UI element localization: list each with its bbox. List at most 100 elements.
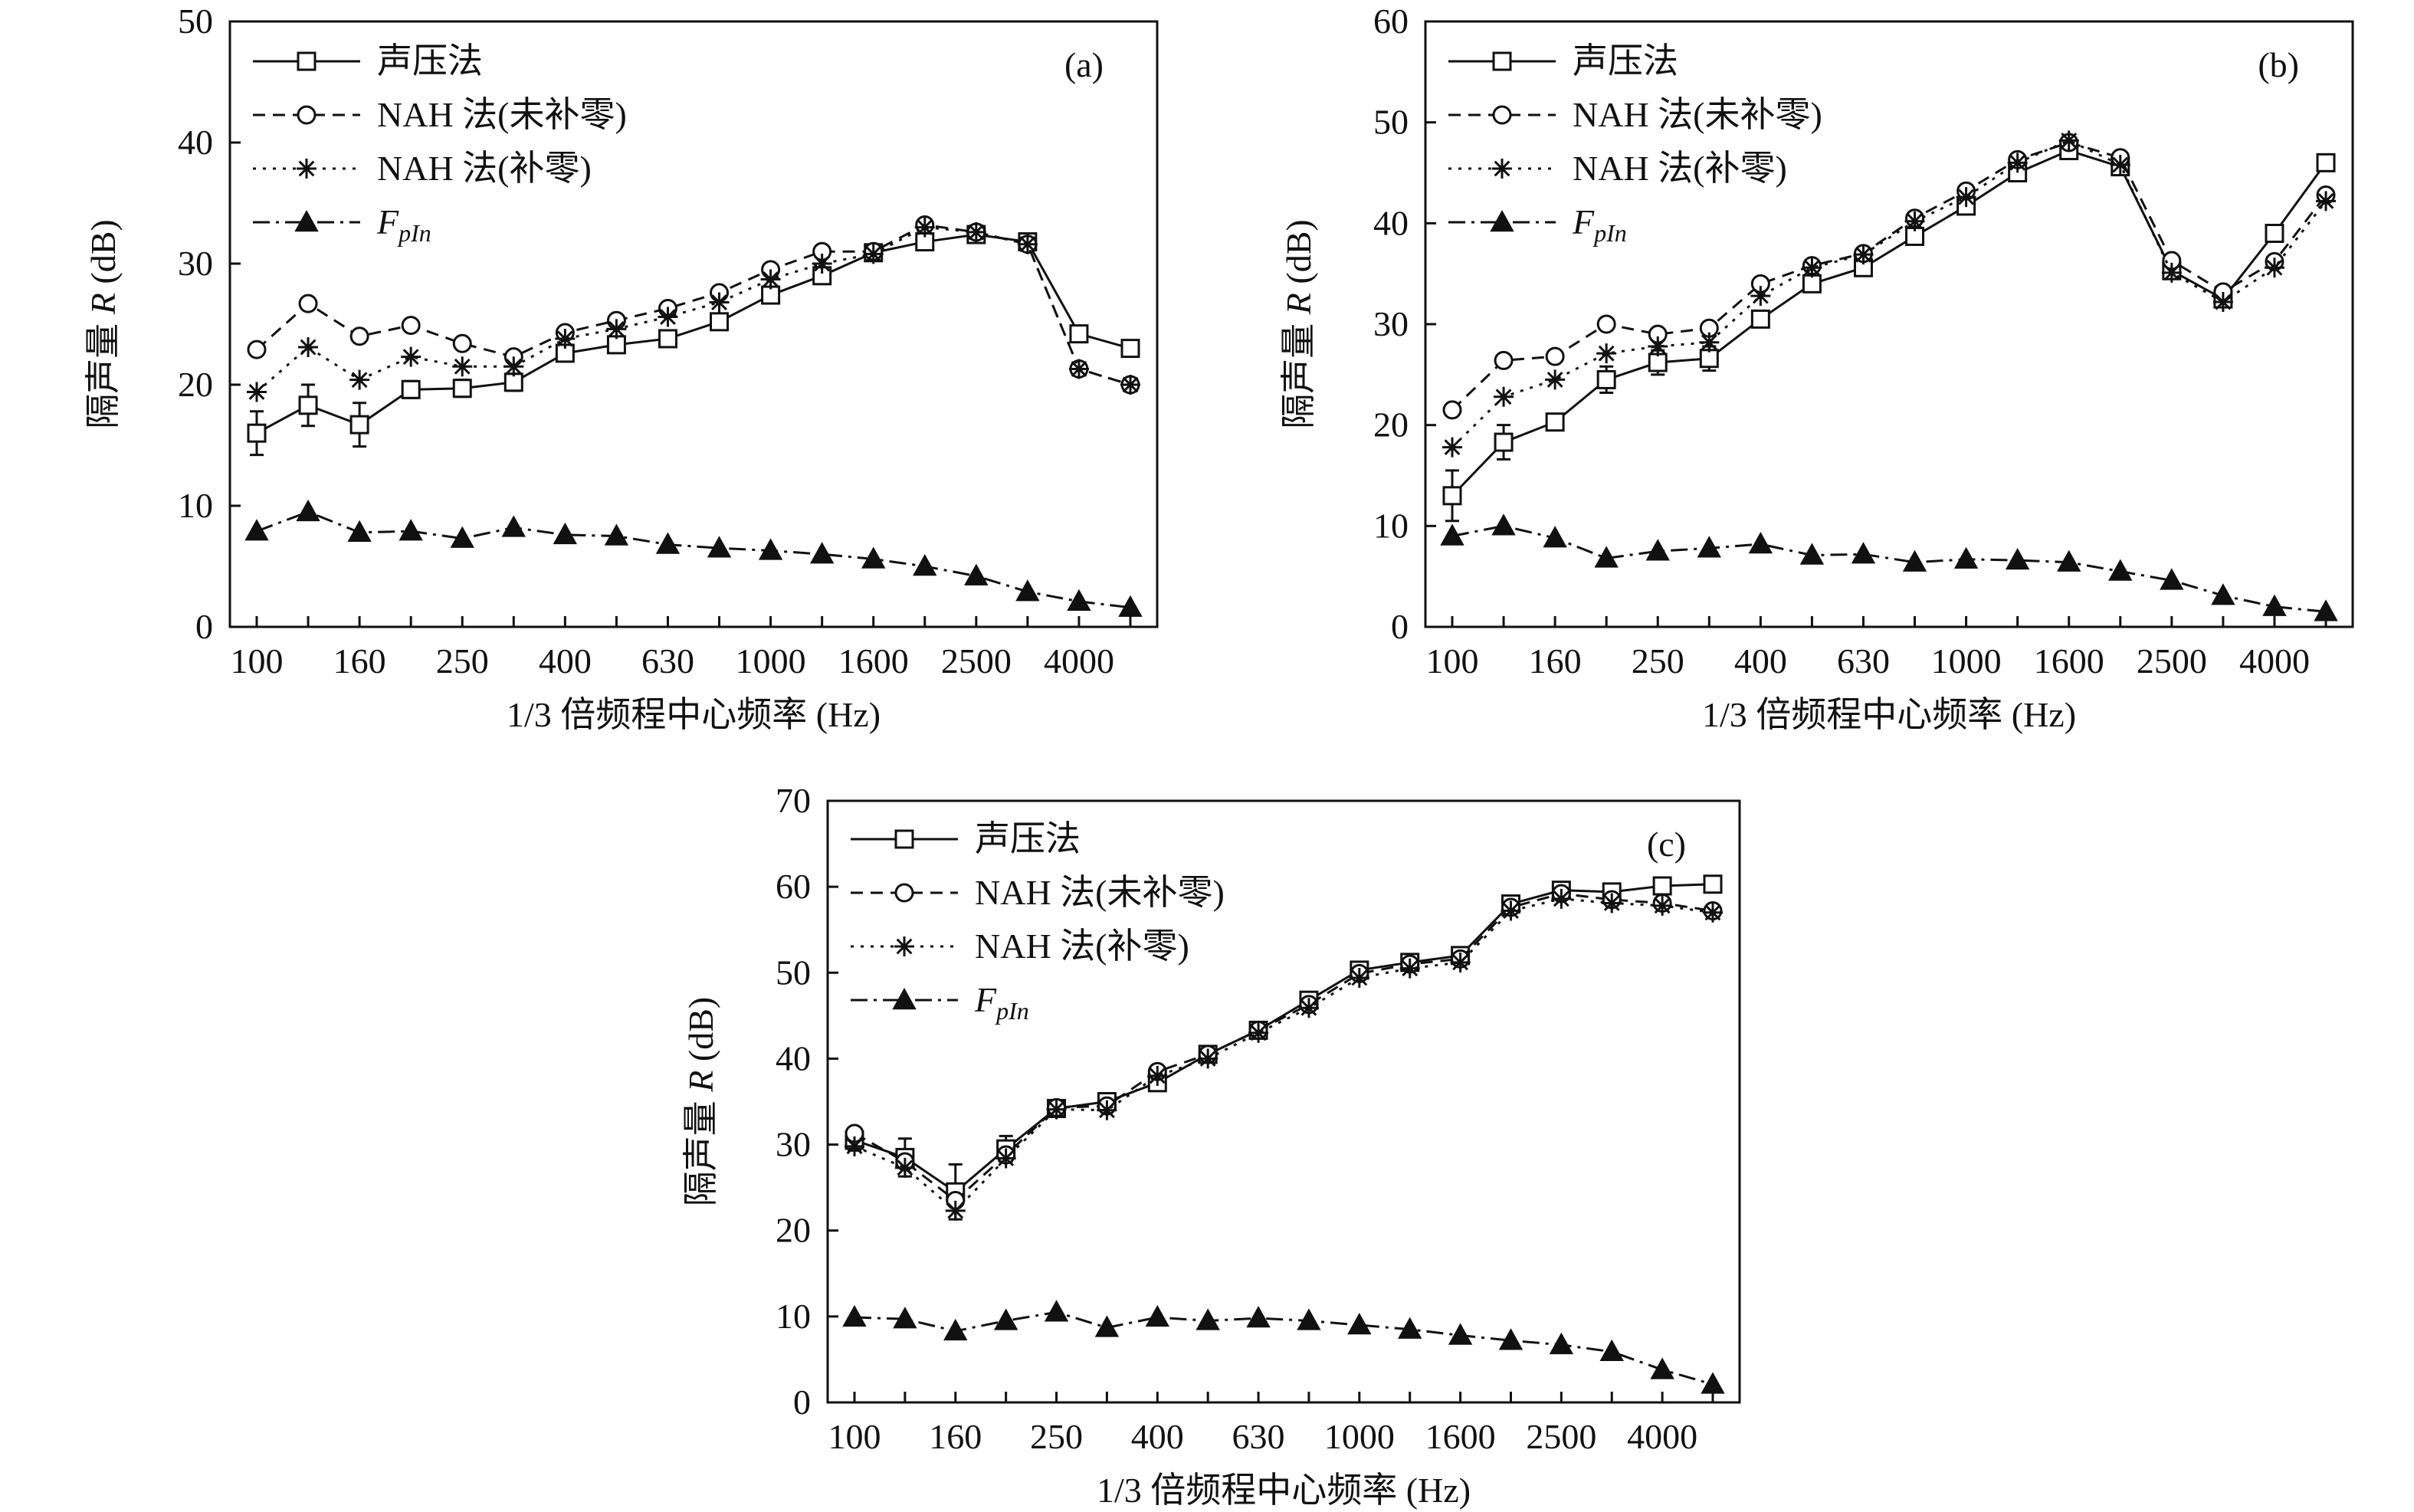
- data-point: [349, 326, 369, 346]
- data-point: [760, 269, 781, 290]
- data-point: [1956, 187, 1976, 208]
- data-point: [2262, 594, 2287, 616]
- series-line: [256, 226, 1131, 393]
- data-point: [1498, 1328, 1524, 1350]
- panel-label: (c): [1647, 825, 1686, 864]
- data-point: [1347, 1313, 1372, 1335]
- series-asterisk: [845, 888, 1723, 1221]
- data-point: [1399, 958, 1420, 979]
- data-point: [1069, 324, 1089, 344]
- data-point: [1015, 579, 1040, 602]
- data-point: [1494, 386, 1514, 407]
- legend: 声压法 NAH 法(未补零) NAH 法(补零) FpIn: [1448, 41, 1822, 247]
- legend-marker: [294, 209, 319, 232]
- chart-panel-a: 0 10 20 30 40 50 100 160 250 400 630 1000 1600 2500 40…: [84, 2, 1159, 734]
- data-point: [1851, 542, 1876, 564]
- data-point: [298, 337, 319, 358]
- data-point: [247, 382, 267, 402]
- data-point: [2108, 559, 2133, 581]
- legend-label: 声压法: [975, 819, 1081, 858]
- data-point: [2316, 153, 2336, 172]
- data-point: [707, 536, 732, 558]
- data-point: [401, 316, 421, 336]
- data-point: [2005, 548, 2030, 570]
- legend-label: 声压法: [1573, 41, 1678, 80]
- data-point: [1953, 546, 1979, 569]
- data-point: [553, 522, 578, 545]
- data-point: [298, 294, 318, 313]
- data-point: [452, 379, 472, 398]
- data-point: [450, 526, 474, 548]
- data-point: [1594, 546, 1619, 568]
- y-axis-title: 隔声量 R (dB): [84, 219, 123, 428]
- data-point: [1298, 998, 1319, 1018]
- y-tick-label: 20: [178, 365, 213, 404]
- data-point: [1697, 536, 1721, 558]
- x-tick-label: 1600: [838, 641, 909, 681]
- data-point: [1118, 595, 1143, 617]
- plot-frame: [1424, 20, 2354, 628]
- x-tick-label: 4000: [1627, 1417, 1697, 1456]
- panel-label: (b): [2258, 45, 2299, 84]
- series-line: [255, 223, 1131, 386]
- data-point: [347, 520, 372, 542]
- data-point: [2212, 292, 2233, 313]
- data-point: [1650, 1357, 1674, 1379]
- series-square: [1442, 141, 2336, 523]
- data-point: [1248, 1022, 1269, 1043]
- legend-label: NAH 法(补零): [975, 927, 1189, 966]
- data-point: [1802, 274, 1822, 294]
- data-point: [1442, 486, 1462, 506]
- data-point: [1120, 375, 1140, 395]
- legend-label: NAH 法(未补零): [1573, 95, 1822, 134]
- data-point: [606, 319, 627, 339]
- series-line: [1451, 524, 2327, 613]
- y-axis-title: 隔声量 R (dB): [681, 997, 720, 1206]
- data-point: [1501, 900, 1521, 921]
- data-point: [1652, 895, 1673, 916]
- x-tick-label: 2500: [2137, 641, 2207, 681]
- data-point: [842, 1304, 867, 1327]
- data-point: [1097, 1100, 1117, 1120]
- data-point: [1703, 874, 1723, 894]
- data-point: [2160, 568, 2184, 590]
- series-line: [1451, 139, 2327, 448]
- series-line: [854, 897, 1714, 1212]
- x-tick-label: 160: [1529, 641, 1582, 681]
- legend-marker: [894, 936, 914, 956]
- y-tick-label: 0: [793, 1382, 811, 1422]
- series-asterisk: [1442, 130, 2336, 458]
- y-tick-label: 40: [178, 123, 213, 162]
- series-line: [854, 1310, 1714, 1386]
- x-tick-label: 1000: [1324, 1417, 1395, 1456]
- data-point: [1902, 549, 1927, 572]
- plot-frame: [228, 20, 1159, 628]
- legend-marker: [1492, 51, 1512, 71]
- data-point: [1046, 1099, 1067, 1120]
- data-point: [845, 1136, 864, 1156]
- data-point: [1440, 523, 1464, 546]
- data-point: [658, 329, 677, 349]
- chart-panel-b: 0 10 20 30 40 50 60 100 160 250 400 630 1000 1600 2500…: [1279, 2, 2354, 734]
- x-tick-label: 250: [436, 641, 489, 681]
- x-tick-label: 400: [539, 641, 592, 681]
- legend-label: FpIn: [376, 202, 431, 247]
- data-point: [247, 423, 267, 443]
- data-point: [1750, 286, 1771, 307]
- x-tick-label: 250: [1632, 641, 1684, 681]
- data-point: [349, 369, 370, 390]
- data-point: [401, 346, 421, 367]
- y-tick-label: 10: [178, 486, 213, 525]
- legend-label: NAH 法(补零): [1573, 149, 1787, 188]
- x-axis-title: 1/3 倍频程中心频率 (Hz): [1097, 1471, 1471, 1510]
- data-point: [1145, 1304, 1169, 1327]
- data-point: [710, 312, 730, 332]
- data-point: [945, 1200, 966, 1221]
- data-point: [1699, 332, 1720, 353]
- legend-label: 声压法: [377, 41, 483, 80]
- x-tick-label: 2500: [941, 641, 1012, 681]
- data-point: [1596, 343, 1617, 364]
- data-point: [1551, 888, 1572, 909]
- chart-panel-c: 0 10 20 30 40 50 60 70 100 160 250 400 630 1000 1600 25…: [681, 781, 1741, 1510]
